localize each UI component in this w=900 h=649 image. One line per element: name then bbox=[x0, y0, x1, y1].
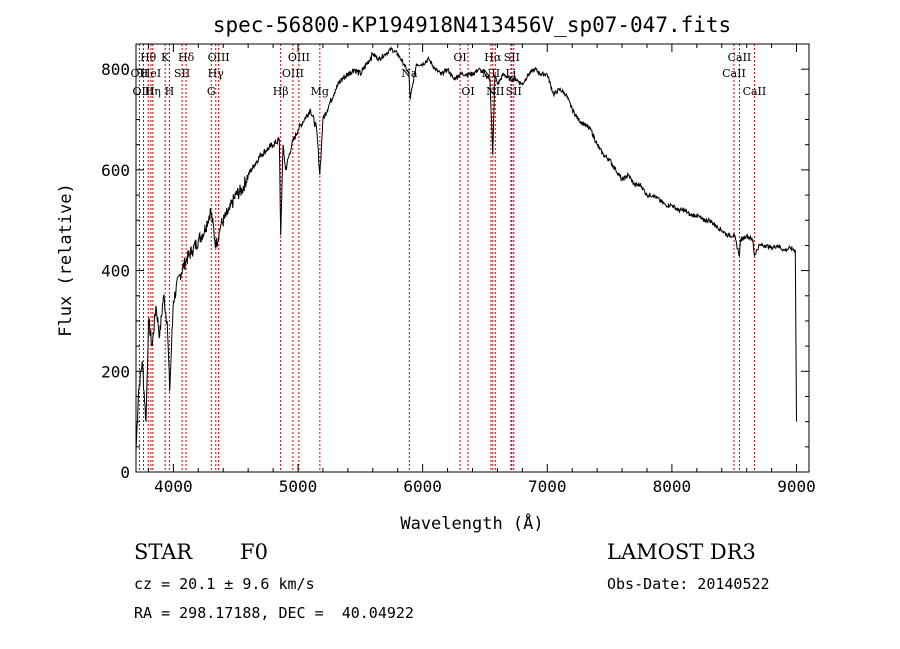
line-marker-label-11: G bbox=[207, 85, 216, 98]
line-marker-label-19: Hα bbox=[484, 51, 502, 64]
line-marker-label-24: SII bbox=[506, 85, 522, 98]
line-marker-label-25: CaII bbox=[728, 51, 752, 64]
y-tick-label-4: 800 bbox=[101, 60, 130, 79]
x-tick-label-3: 7000 bbox=[528, 477, 567, 496]
chart-title: spec-56800-KP194918N413456V_sp07-047.fit… bbox=[213, 13, 731, 37]
line-marker-label-10: Hγ bbox=[208, 67, 225, 80]
line-marker-label-27: CaII bbox=[743, 85, 767, 98]
x-tick-label-5: 9000 bbox=[777, 477, 816, 496]
y-tick-label-1: 200 bbox=[101, 362, 130, 381]
y-tick-label-3: 600 bbox=[101, 161, 130, 180]
coordinates-text: RA = 298.17188, DEC = 40.04922 bbox=[134, 604, 414, 622]
subclass: F0 bbox=[240, 540, 268, 564]
x-tick-label-1: 5000 bbox=[279, 477, 318, 496]
line-marker-label-15: Mg bbox=[311, 85, 329, 98]
line-marker-label-5: K bbox=[161, 51, 170, 64]
line-marker-label-17: OI bbox=[453, 51, 466, 64]
x-axis-label: Wavelength (Å) bbox=[400, 512, 543, 534]
y-axis-label: Flux (relative) bbox=[56, 183, 76, 337]
line-marker-label-9: OIII bbox=[208, 51, 230, 64]
x-tick-label-0: 4000 bbox=[154, 477, 193, 496]
line-marker-label-6: SII bbox=[174, 67, 190, 80]
line-marker-label-7: H bbox=[165, 85, 175, 98]
line-marker-label-23: NII bbox=[486, 85, 504, 98]
line-marker-label-26: CaII bbox=[722, 67, 746, 80]
spectrum-line bbox=[135, 45, 797, 452]
y-tick-label-0: 0 bbox=[120, 463, 130, 482]
line-markers bbox=[138, 44, 755, 472]
survey-name: LAMOST DR3 bbox=[607, 540, 756, 564]
x-tick-label-4: 8000 bbox=[653, 477, 692, 496]
y-tick-label-2: 400 bbox=[101, 262, 130, 281]
y-axis: 0 200 400 600 800 bbox=[101, 60, 809, 482]
object-class: STAR bbox=[134, 540, 193, 564]
line-marker-label-8: Hδ bbox=[178, 51, 195, 64]
line-marker-label-22: Li bbox=[505, 67, 516, 80]
line-marker-label-12: Hβ bbox=[273, 85, 289, 98]
redshift-text: cz = 20.1 ± 9.6 km/s bbox=[134, 575, 315, 593]
line-marker-label-4: Hη bbox=[145, 85, 161, 98]
line-marker-label-14: OIII bbox=[282, 67, 304, 80]
line-marker-label-20: SII bbox=[504, 51, 520, 64]
line-marker-label-0: Hθ bbox=[140, 51, 157, 64]
line-marker-label-18: OI bbox=[461, 85, 474, 98]
line-marker-label-13: OIII bbox=[288, 51, 310, 64]
obs-date-text: Obs-Date: 20140522 bbox=[607, 575, 770, 593]
x-axis: 4000 5000 6000 7000 8000 9000 bbox=[147, 44, 816, 496]
line-marker-label-1: OII bbox=[131, 67, 149, 80]
plot-frame bbox=[135, 43, 810, 473]
x-tick-label-2: 6000 bbox=[403, 477, 442, 496]
line-marker-label-2: HeI bbox=[141, 67, 161, 80]
